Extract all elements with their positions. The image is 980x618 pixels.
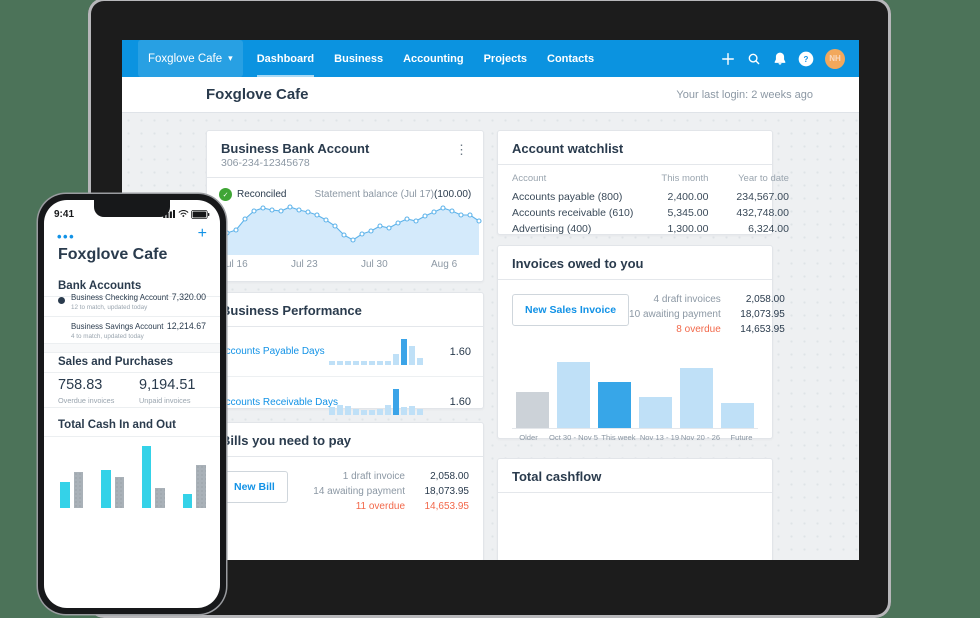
svg-text:?: ? <box>804 55 809 64</box>
